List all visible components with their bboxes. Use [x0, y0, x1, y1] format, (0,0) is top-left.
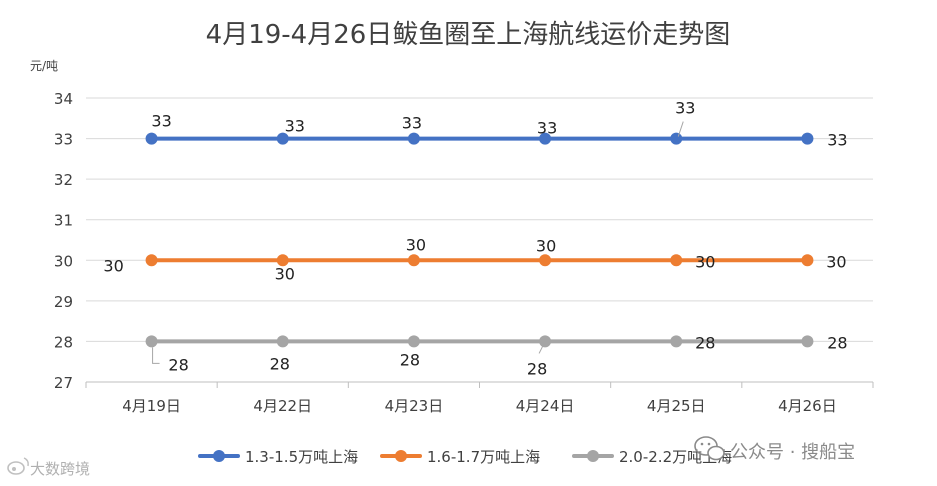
legend-label: 1.6-1.7万吨上海 — [427, 448, 540, 466]
data-label: 30 — [406, 235, 426, 254]
data-point — [670, 132, 683, 145]
x-tick-label: 4月22日 — [253, 397, 312, 415]
data-label: 30 — [695, 252, 715, 271]
data-label: 33 — [402, 114, 422, 133]
data-point — [801, 335, 814, 348]
chart-title: 4月19-4月26日鲅鱼圈至上海航线运价走势图 — [206, 20, 731, 50]
weibo-icon — [7, 457, 29, 475]
data-point — [276, 132, 289, 145]
x-tick-label: 4月25日 — [647, 397, 706, 415]
data-labels: 33 33 33 33 33 33 30 30 30 30 30 30 28 28 28 28 28 28 — [103, 99, 847, 379]
data-label: 28 — [270, 354, 290, 373]
leader-line — [677, 121, 684, 137]
data-point — [145, 254, 158, 267]
data-label: 30 — [536, 236, 556, 255]
data-label: 33 — [285, 117, 305, 136]
x-tick-label: 4月19日 — [122, 397, 181, 415]
series-group — [145, 132, 814, 348]
data-label: 33 — [675, 99, 695, 118]
y-tick-label: 33 — [54, 131, 73, 149]
y-tick-label: 32 — [54, 171, 73, 189]
gridlines — [86, 97, 873, 383]
data-point — [276, 254, 289, 267]
x-tick-label: 4月23日 — [385, 397, 444, 415]
data-label: 28 — [827, 333, 847, 352]
watermark-right-text: 公众号 · 搜船宝 — [730, 442, 855, 463]
y-tick-label: 28 — [54, 333, 73, 351]
y-axis-ticks: 27 28 29 30 31 32 33 34 — [54, 90, 73, 392]
data-label: 28 — [168, 355, 188, 374]
data-point — [539, 335, 552, 348]
data-point — [670, 335, 683, 348]
data-point — [407, 254, 420, 267]
data-label: 33 — [827, 131, 847, 150]
data-label: 30 — [826, 252, 846, 271]
y-axis-label: 元/吨 — [30, 59, 58, 73]
data-label: 28 — [400, 350, 420, 369]
data-point — [539, 254, 552, 267]
data-point — [145, 335, 158, 348]
y-tick-label: 30 — [54, 252, 73, 270]
data-point — [801, 132, 814, 145]
data-point — [670, 254, 683, 267]
watermark-right: 公众号 · 搜船宝 — [694, 436, 855, 463]
data-point — [407, 335, 420, 348]
legend-marker — [213, 450, 225, 462]
data-label: 28 — [695, 333, 715, 352]
data-label: 30 — [103, 256, 123, 275]
leader-line — [152, 347, 160, 364]
y-tick-label: 34 — [54, 90, 73, 108]
legend-label: 1.3-1.5万吨上海 — [245, 448, 358, 466]
data-point — [539, 132, 552, 145]
legend-label: 2.0-2.2万吨上海 — [619, 448, 732, 466]
legend-marker — [587, 450, 599, 462]
data-label: 28 — [527, 359, 547, 378]
legend: 1.3-1.5万吨上海 1.6-1.7万吨上海 2.0-2.2万吨上海 — [198, 448, 732, 466]
leader-line — [538, 345, 544, 354]
y-tick-label: 29 — [54, 293, 73, 311]
data-point — [145, 132, 158, 145]
data-label: 33 — [537, 119, 557, 138]
y-tick-label: 31 — [54, 212, 73, 230]
data-point — [276, 335, 289, 348]
legend-marker — [395, 450, 407, 462]
data-label: 33 — [151, 112, 171, 131]
y-tick-label: 27 — [54, 374, 73, 392]
data-label: 30 — [275, 264, 295, 283]
wechat-icon — [694, 436, 725, 461]
x-tick-label: 4月24日 — [516, 397, 575, 415]
x-axis-ticks: 4月19日 4月22日 4月23日 4月24日 4月25日 4月26日 — [85, 382, 874, 415]
watermark-left-text: 大数跨境 — [30, 460, 90, 478]
data-point — [801, 254, 814, 267]
x-tick-label: 4月26日 — [778, 397, 837, 415]
data-point — [407, 132, 420, 145]
watermark-left: 大数跨境 — [7, 457, 90, 478]
